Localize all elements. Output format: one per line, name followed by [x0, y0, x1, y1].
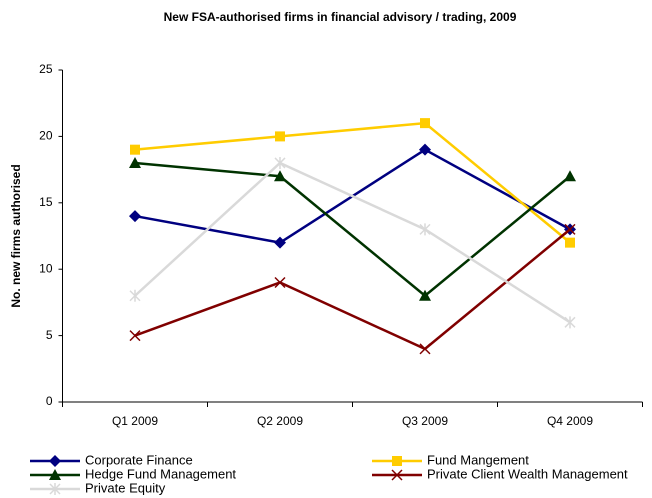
marker: [129, 330, 141, 342]
y-tick-label: 25: [39, 62, 53, 76]
marker: [391, 469, 403, 481]
chart-title: New FSA-authorised firms in financial ad…: [164, 10, 517, 24]
series-line: [134, 228, 571, 351]
series-line: [134, 161, 571, 324]
series-line: [134, 161, 571, 298]
marker: [274, 236, 286, 249]
marker: [419, 343, 431, 355]
marker: [129, 156, 141, 168]
marker: [129, 210, 141, 223]
x-tick-label: Q1 2009: [112, 414, 158, 428]
marker: [275, 131, 285, 142]
y-tick-label: 0: [46, 394, 53, 408]
marker: [420, 118, 430, 129]
marker: [49, 469, 61, 480]
y-axis-title: No. new firms authorised: [9, 164, 23, 307]
marker: [129, 289, 141, 302]
y-tick-label: 15: [39, 195, 53, 209]
marker: [49, 455, 61, 467]
x-tick-label: Q4 2009: [547, 414, 593, 428]
y-tick-label: 20: [39, 129, 53, 143]
legend-label: Private Equity: [85, 480, 166, 495]
marker: [392, 456, 402, 466]
marker: [564, 316, 576, 329]
marker: [419, 143, 431, 156]
legend-label: Fund Mangement: [427, 452, 529, 467]
marker: [274, 170, 286, 182]
legend-label: Private Client Wealth Management: [427, 466, 628, 481]
marker: [564, 170, 576, 182]
marker: [130, 144, 140, 155]
y-tick-label: 5: [46, 328, 53, 342]
marker: [419, 223, 431, 236]
marker: [564, 223, 576, 235]
marker: [274, 276, 286, 289]
marker: [419, 289, 431, 301]
x-tick-label: Q3 2009: [402, 414, 448, 428]
marker: [274, 156, 286, 169]
x-tick-label: Q2 2009: [257, 414, 303, 428]
legend-label: Hedge Fund Management: [85, 466, 236, 481]
marker: [49, 483, 61, 495]
marker: [565, 237, 575, 248]
series-line: [134, 121, 571, 244]
y-tick-label: 10: [39, 261, 53, 275]
legend-label: Corporate Finance: [85, 452, 193, 467]
